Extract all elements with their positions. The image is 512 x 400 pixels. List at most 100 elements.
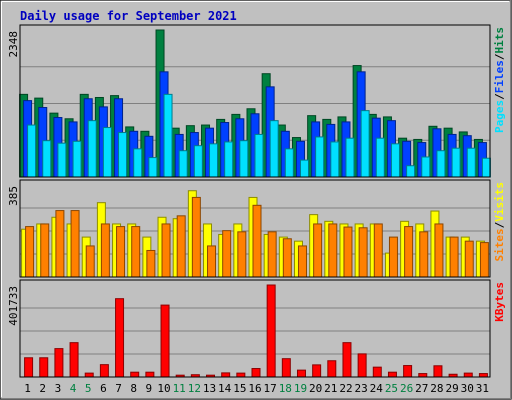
hits-bar-pages-day-4 xyxy=(72,140,82,178)
x-tick-label-day-11: 11 xyxy=(173,382,186,395)
kbytes-bar-kbytes-day-24 xyxy=(372,366,382,378)
kbytes-bar-kbytes-day-17 xyxy=(266,284,276,378)
x-tick-label-day-23: 23 xyxy=(355,382,368,395)
visits-bar-sites-day-8 xyxy=(131,226,141,278)
kbytes-legend: KBytes xyxy=(493,282,506,322)
kbytes-bar-kbytes-day-31 xyxy=(478,373,488,378)
kbytes-bar-kbytes-day-27 xyxy=(418,373,428,378)
kbytes-bar-kbytes-day-5 xyxy=(84,372,94,378)
kbytes-bar-kbytes-day-21 xyxy=(327,360,337,378)
visits-bar-sites-day-26 xyxy=(404,226,414,278)
hits-bar-pages-day-20 xyxy=(315,136,325,178)
hits-bar-pages-day-3 xyxy=(57,142,67,178)
hits-bar-pages-day-27 xyxy=(421,156,431,178)
kbytes-bar-kbytes-day-15 xyxy=(236,372,246,378)
x-tick-label-day-24: 24 xyxy=(370,382,384,395)
hits-bar-pages-day-22 xyxy=(345,137,355,178)
visits-bar-sites-day-29 xyxy=(449,236,459,278)
kbytes-bar-kbytes-day-18 xyxy=(281,358,291,378)
visits-panel: 385 Sites/Visits xyxy=(7,179,506,278)
x-tick-label-day-15: 15 xyxy=(233,382,246,395)
kbytes-bar-kbytes-day-9 xyxy=(145,371,155,378)
visits-bar-sites-day-10 xyxy=(161,223,171,278)
x-tick-label-day-19: 19 xyxy=(294,382,307,395)
x-tick-label-day-22: 22 xyxy=(339,382,352,395)
kbytes-bar-kbytes-day-6 xyxy=(99,364,109,378)
visits-bar-sites-day-4 xyxy=(70,210,80,278)
hits-bar-pages-day-1 xyxy=(27,124,37,178)
kbytes-max-label: 401733 xyxy=(7,286,20,326)
hits-panel: 2348 Pages/Files/Hits xyxy=(7,24,506,178)
kbytes-bar-kbytes-day-4 xyxy=(69,342,79,378)
legend-pages: Pages xyxy=(493,100,506,133)
hits-bar-pages-day-13 xyxy=(209,143,219,178)
hits-bar-pages-day-8 xyxy=(133,148,143,178)
kbytes-bar-kbytes-day-3 xyxy=(54,348,64,378)
hits-bar-pages-day-5 xyxy=(87,120,97,178)
hits-bar-pages-day-25 xyxy=(390,143,400,178)
hits-max-label: 2348 xyxy=(7,31,20,58)
hits-bar-pages-day-6 xyxy=(102,127,112,178)
kbytes-bar-kbytes-day-30 xyxy=(463,372,473,378)
kbytes-bar-kbytes-day-1 xyxy=(24,357,34,378)
hits-legend: Pages/Files/Hits xyxy=(493,27,506,133)
hits-bar-pages-day-9 xyxy=(148,157,158,178)
x-tick-label-day-31: 31 xyxy=(476,382,489,395)
x-tick-label-day-30: 30 xyxy=(461,382,474,395)
hits-bar-pages-day-17 xyxy=(269,120,279,178)
visits-bar-sites-day-30 xyxy=(464,240,474,278)
x-tick-label-day-2: 2 xyxy=(39,382,46,395)
legend-sites: Sites xyxy=(493,228,506,261)
x-tick-label-day-7: 7 xyxy=(115,382,122,395)
visits-bar-sites-day-1 xyxy=(25,226,35,278)
kbytes-bar-kbytes-day-25 xyxy=(387,371,397,378)
kbytes-bar-kbytes-day-20 xyxy=(312,364,322,378)
hits-bar-pages-day-14 xyxy=(224,141,234,178)
x-tick-label-day-3: 3 xyxy=(55,382,62,395)
visits-bar-sites-day-18 xyxy=(282,238,292,278)
legend-files: Files xyxy=(493,60,506,93)
hits-bar-pages-day-30 xyxy=(466,147,476,178)
visits-bar-sites-day-9 xyxy=(146,249,156,278)
visits-bar-sites-day-13 xyxy=(207,245,217,278)
kbytes-bar-kbytes-day-10 xyxy=(160,304,170,378)
hits-bar-pages-day-11 xyxy=(178,150,188,178)
hits-bar-pages-day-21 xyxy=(330,141,340,178)
hits-bar-pages-day-31 xyxy=(481,157,491,178)
hits-legend-separator: / xyxy=(493,53,506,60)
hits-bar-pages-day-2 xyxy=(42,140,52,178)
x-tick-label-day-26: 26 xyxy=(400,382,413,395)
hits-bar-pages-day-26 xyxy=(406,165,416,178)
visits-bar-sites-day-24 xyxy=(373,223,383,278)
hits-bar-pages-day-16 xyxy=(254,133,264,178)
visits-bar-sites-day-7 xyxy=(116,226,126,278)
kbytes-bar-kbytes-day-8 xyxy=(130,371,140,378)
visits-legend-separator: / xyxy=(493,221,506,228)
hits-bar-pages-day-12 xyxy=(193,145,203,178)
hits-bar-pages-day-7 xyxy=(118,132,128,178)
visits-bar-sites-day-23 xyxy=(358,227,368,278)
chart-title: Daily usage for September 2021 xyxy=(20,9,237,23)
x-tick-label-day-14: 14 xyxy=(218,382,232,395)
visits-bar-sites-day-5 xyxy=(85,245,95,278)
x-tick-label-day-9: 9 xyxy=(146,382,153,395)
x-tick-label-day-18: 18 xyxy=(279,382,292,395)
visits-max-label: 385 xyxy=(7,186,20,206)
kbytes-bar-kbytes-day-2 xyxy=(39,357,49,378)
hits-bar-pages-day-29 xyxy=(451,147,461,178)
visits-frame xyxy=(19,179,491,278)
x-tick-label-day-8: 8 xyxy=(130,382,137,395)
visits-bar-sites-day-25 xyxy=(388,236,398,278)
visits-bar-sites-day-21 xyxy=(328,223,338,278)
visits-bar-sites-day-16 xyxy=(252,204,262,278)
x-tick-label-day-28: 28 xyxy=(430,382,443,395)
visits-bar-sites-day-14 xyxy=(222,230,232,278)
hits-bar-pages-day-15 xyxy=(239,140,249,178)
kbytes-panel: 401733 KBytes xyxy=(7,279,506,378)
kbytes-bar-kbytes-day-28 xyxy=(433,365,443,378)
hits-legend-separator: / xyxy=(493,93,506,100)
x-tick-label-day-27: 27 xyxy=(415,382,428,395)
hits-bar-pages-day-23 xyxy=(360,110,370,178)
visits-bar-sites-day-17 xyxy=(267,231,277,278)
